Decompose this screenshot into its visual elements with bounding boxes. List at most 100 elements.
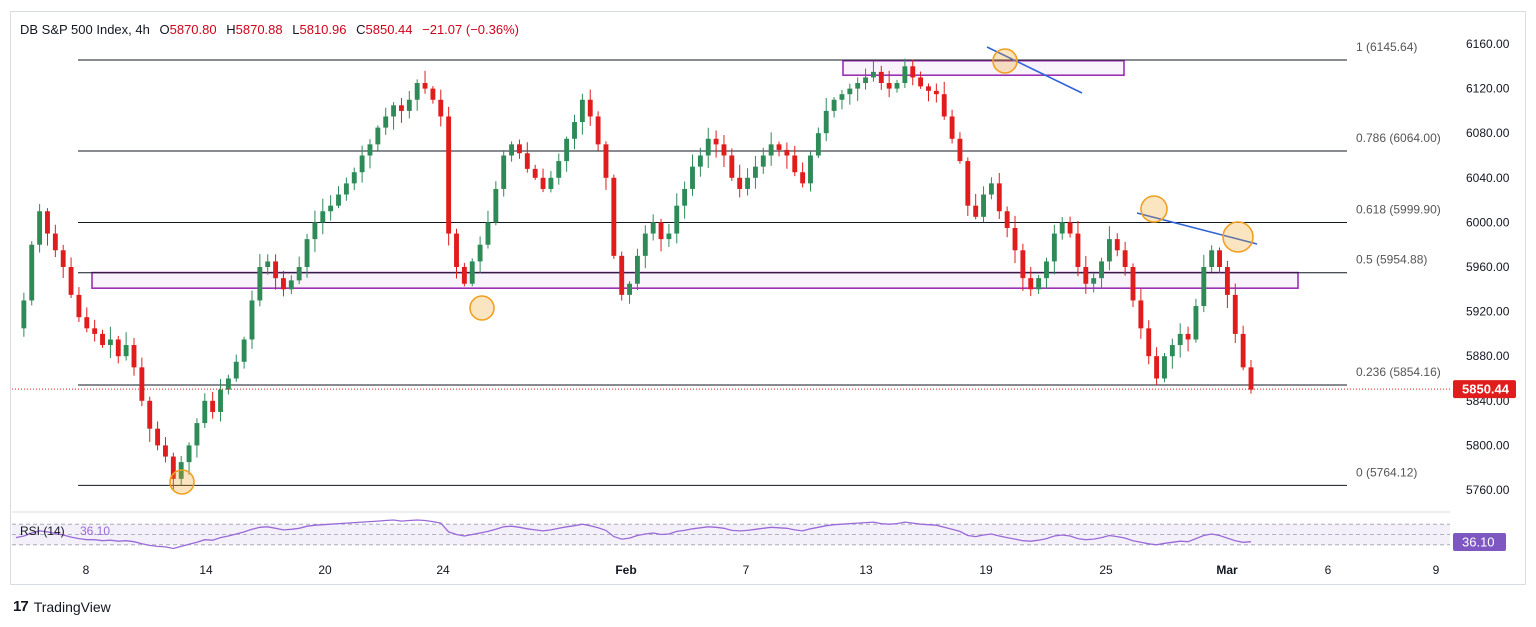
candle-down xyxy=(60,250,66,267)
candle-up xyxy=(981,194,986,217)
candle-down xyxy=(713,138,719,145)
rsi-line xyxy=(15,519,1252,550)
candle-up xyxy=(902,66,908,84)
candle-down xyxy=(1232,294,1238,334)
candle-up xyxy=(863,77,868,84)
candle-up xyxy=(548,177,554,189)
candle-up xyxy=(823,110,829,134)
candle-down xyxy=(973,205,979,217)
candle-up xyxy=(894,83,900,89)
fib-level-label: 1 (6145.64) xyxy=(1356,40,1417,54)
candle-down xyxy=(139,367,145,401)
symbol-label[interactable]: DB S&P 500 Index, 4h xyxy=(20,22,150,37)
trendline xyxy=(986,46,1083,94)
candle-up xyxy=(579,99,585,123)
candle-up xyxy=(328,205,334,212)
candle-down xyxy=(532,168,538,178)
candle-down xyxy=(926,86,931,91)
ohlc-low: L5810.96 xyxy=(292,22,346,37)
candle-up xyxy=(375,127,381,145)
fib-level-label: 0.618 (5999.90) xyxy=(1356,203,1441,217)
candle-down xyxy=(878,71,884,84)
candle-down xyxy=(792,155,798,173)
candle-up xyxy=(509,144,515,156)
ohlc-close: C5850.44 xyxy=(356,22,412,37)
price-change: −21.07 (−0.36%) xyxy=(422,22,519,37)
candle-up xyxy=(1099,261,1104,279)
candle-down xyxy=(957,138,963,162)
candle-down xyxy=(210,400,216,412)
candle-up xyxy=(1162,356,1167,379)
price-axis: 6160.00 6120.00 6080.00 6040.00 6000.00 5960.… xyxy=(1466,37,1510,497)
price-tick-label: 5760.00 xyxy=(1466,483,1510,497)
candle-down xyxy=(1075,233,1081,267)
candle-up xyxy=(296,267,302,281)
rsi-value-tag xyxy=(1453,533,1506,551)
candle-up xyxy=(351,172,357,184)
highlight-circle xyxy=(469,295,495,321)
current-price-tag xyxy=(1453,380,1516,399)
candle-up xyxy=(477,244,483,262)
candle-up xyxy=(745,177,750,189)
candle-up xyxy=(870,71,876,78)
candle-up xyxy=(674,205,680,234)
low-value: 5810.96 xyxy=(299,22,347,37)
candle-down xyxy=(918,77,924,87)
candle-up xyxy=(29,244,35,301)
candle-up xyxy=(768,144,774,156)
candle-up xyxy=(257,267,263,301)
candle-down xyxy=(611,177,617,256)
tradingview-logo-icon: 17 xyxy=(13,598,29,615)
candle-down xyxy=(1146,328,1152,357)
candle-down xyxy=(996,183,1002,212)
candle-up xyxy=(627,283,633,295)
candle-up xyxy=(241,339,247,362)
candle-up xyxy=(493,188,499,223)
candle-down xyxy=(1130,267,1136,301)
candle-down xyxy=(737,177,743,189)
candle-up xyxy=(1177,333,1183,346)
candle-down xyxy=(1012,227,1018,251)
tradingview-brand[interactable]: 17 TradingView xyxy=(13,598,111,615)
fib-layer: 1 (6145.64) 0.786 (6064.00) 0.618 (5999.90… xyxy=(78,40,1441,486)
open-label: O xyxy=(159,22,170,37)
candle-up xyxy=(808,155,813,184)
candle-down xyxy=(461,267,467,284)
candle-down xyxy=(1083,267,1089,284)
time-tick-label: Mar xyxy=(1216,563,1238,577)
candle-up xyxy=(391,105,397,117)
candle-down xyxy=(422,83,428,89)
close-label: C xyxy=(356,22,366,37)
highlight-circle xyxy=(992,48,1018,74)
candle-down xyxy=(729,155,735,178)
candle-up xyxy=(123,345,129,357)
ohlc-open: O5870.80 xyxy=(159,22,216,37)
candle-up xyxy=(383,116,389,128)
candle-down xyxy=(587,99,593,117)
candle-down xyxy=(147,400,153,429)
resistance-zone xyxy=(842,59,1125,77)
ohlc-high: H5870.88 xyxy=(226,22,282,37)
candle-up xyxy=(37,211,43,245)
tradingview-name: TradingView xyxy=(33,598,111,615)
candle-up xyxy=(406,99,412,111)
candle-down xyxy=(1248,367,1254,390)
candle-up xyxy=(1059,222,1065,234)
annotations-layer xyxy=(12,46,1452,495)
candle-up xyxy=(666,233,672,240)
candle-up xyxy=(469,261,475,284)
candle-up xyxy=(564,138,570,162)
candle-up xyxy=(343,183,349,195)
candle-up xyxy=(815,133,821,156)
candle-down xyxy=(721,144,727,156)
highlight-circle xyxy=(1140,195,1168,223)
time-tick-label: Feb xyxy=(615,563,636,577)
candle-down xyxy=(100,333,105,346)
candle-up xyxy=(336,194,341,206)
candle-up xyxy=(1036,278,1042,290)
candle-up xyxy=(1044,261,1049,279)
candle-down xyxy=(76,294,82,318)
price-tick-label: 6160.00 xyxy=(1466,37,1510,51)
candle-up xyxy=(359,155,365,173)
